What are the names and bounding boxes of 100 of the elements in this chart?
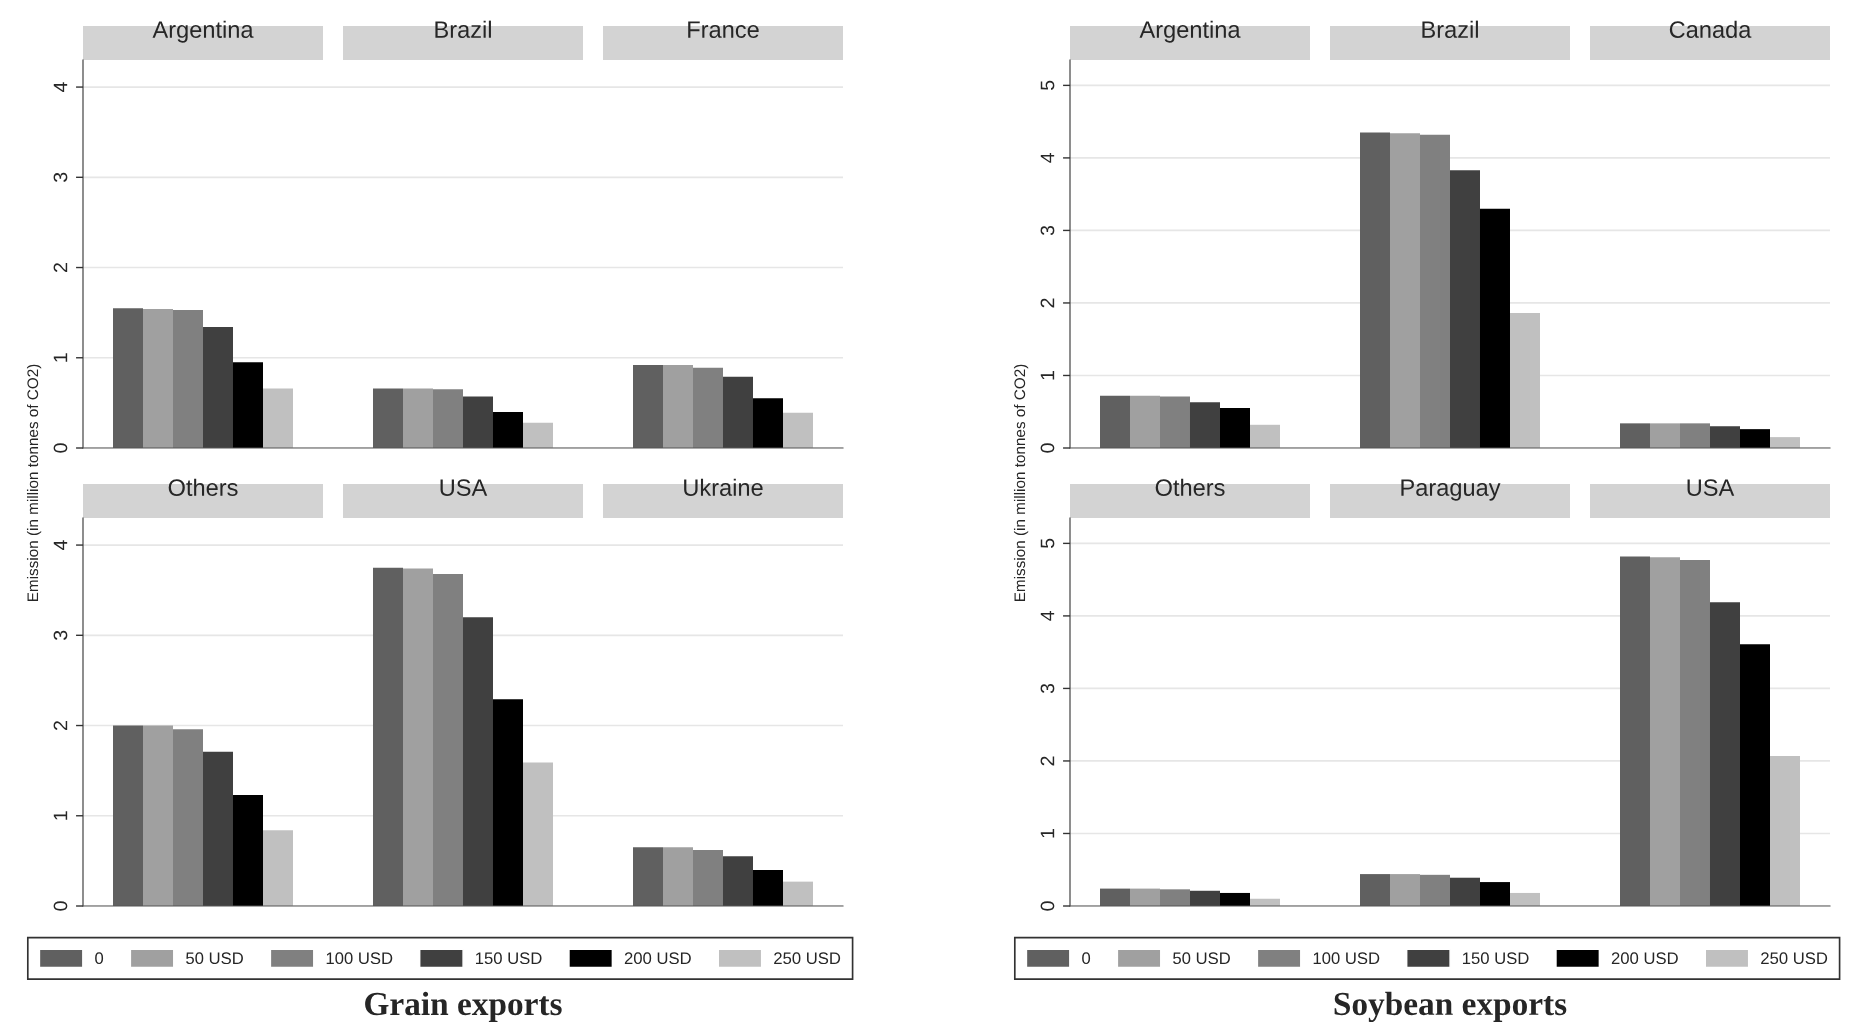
bar [1650, 423, 1680, 448]
legend-label: 250 USD [774, 952, 841, 965]
legend-label: 150 USD [475, 952, 542, 965]
bar [1220, 408, 1250, 448]
legend-label: 100 USD [326, 952, 393, 965]
bar [1390, 874, 1420, 906]
y-tick-label: 5 [1040, 538, 1055, 549]
x-tick-label: Argentina [152, 20, 254, 43]
bar [1510, 892, 1540, 906]
y-tick-label: 0 [53, 901, 68, 911]
y-tick-label: 4 [53, 82, 68, 93]
bar [493, 699, 523, 906]
legend-label: 200 USD [1611, 952, 1678, 965]
x-tick-label: USA [1687, 479, 1735, 496]
legend-label: 50 USD [186, 952, 243, 965]
y-tick-label: 1 [1040, 829, 1055, 838]
bar [663, 847, 693, 906]
bar [493, 411, 523, 448]
bar [1770, 755, 1800, 906]
legend-label: 50 USD [1173, 952, 1230, 965]
bar [463, 396, 493, 448]
y-tick-label: 2 [53, 721, 68, 730]
x-tick-label: Brazil [1422, 20, 1478, 38]
bar [1390, 133, 1420, 448]
bar [1220, 892, 1250, 906]
y-tick-label: 1 [1040, 371, 1055, 380]
bar [1450, 877, 1480, 906]
bar [1190, 890, 1220, 906]
y-tick-label: 2 [1040, 298, 1055, 308]
bar [1420, 134, 1450, 448]
bar [1510, 313, 1540, 448]
bar [1740, 429, 1770, 448]
legend-label: 100 USD [1313, 952, 1380, 965]
bar [1450, 170, 1480, 448]
bar [233, 795, 263, 906]
x-tick-label: Paraguay [1401, 479, 1501, 501]
x-tick-label: Brazil [435, 20, 491, 38]
bar [1680, 560, 1710, 906]
bar [143, 309, 173, 448]
x-tick-label: France [688, 21, 759, 38]
bar [693, 850, 723, 906]
y-tick-label: 4 [1040, 153, 1055, 163]
legend-label: 0 [95, 952, 104, 965]
y-axis-title: Emission (in million tonnes of CO2) [1013, 364, 1029, 602]
bar [523, 762, 553, 906]
bar [1710, 602, 1740, 906]
bar [1740, 644, 1770, 906]
bar [1130, 888, 1160, 906]
bar [783, 881, 813, 906]
bar [1650, 557, 1680, 906]
y-tick-label: 2 [1040, 756, 1055, 766]
legend-label: 200 USD [624, 952, 691, 965]
x-tick-label: Others [1155, 478, 1225, 496]
y-axis-title: Emission (in million tonnes of CO2) [26, 364, 42, 602]
x-tick-label: Others [168, 478, 238, 496]
bar [1190, 402, 1220, 448]
text: Grain exports [365, 991, 562, 1022]
bar [403, 568, 433, 906]
bar [1160, 889, 1190, 906]
text: Soybean exports [1334, 991, 1567, 1023]
y-tick-label: 4 [53, 540, 68, 551]
bar [263, 830, 293, 906]
bar [1420, 874, 1450, 906]
bar [753, 869, 783, 906]
x-tick-label: Argentina [1139, 20, 1241, 43]
x-tick-label: Canada [1669, 20, 1752, 38]
bar [403, 388, 433, 448]
bar [1480, 882, 1510, 906]
bar [723, 376, 753, 448]
y-tick-label: 3 [1040, 683, 1055, 694]
y-tick-label: 3 [53, 172, 68, 182]
bar [233, 362, 263, 448]
y-tick-label: 2 [53, 263, 68, 272]
bar [143, 725, 173, 906]
bar [173, 309, 203, 448]
bar [173, 729, 203, 906]
x-tick-label: USA [440, 479, 488, 496]
bar [783, 412, 813, 448]
y-tick-label: 1 [53, 811, 68, 820]
bar [753, 398, 783, 448]
bar [1130, 395, 1160, 448]
y-tick-label: 1 [53, 353, 68, 362]
y-tick-label: 0 [1040, 901, 1055, 911]
y-tick-label: 4 [1040, 611, 1055, 621]
y-tick-label: 0 [53, 443, 68, 453]
legend-label: 250 USD [1761, 952, 1828, 965]
bar [1250, 424, 1280, 448]
bar [433, 573, 463, 906]
legend-label: 0 [1082, 952, 1091, 965]
y-tick-label: 3 [53, 630, 68, 640]
legend-label: 150 USD [1462, 952, 1529, 965]
bar [433, 389, 463, 448]
y-tick-label: 3 [1040, 225, 1055, 236]
bar [1710, 426, 1740, 448]
bar [723, 856, 753, 906]
bar [693, 367, 723, 448]
bar [1680, 423, 1710, 448]
bar [1770, 437, 1800, 448]
bar [263, 388, 293, 448]
bar [203, 327, 233, 448]
